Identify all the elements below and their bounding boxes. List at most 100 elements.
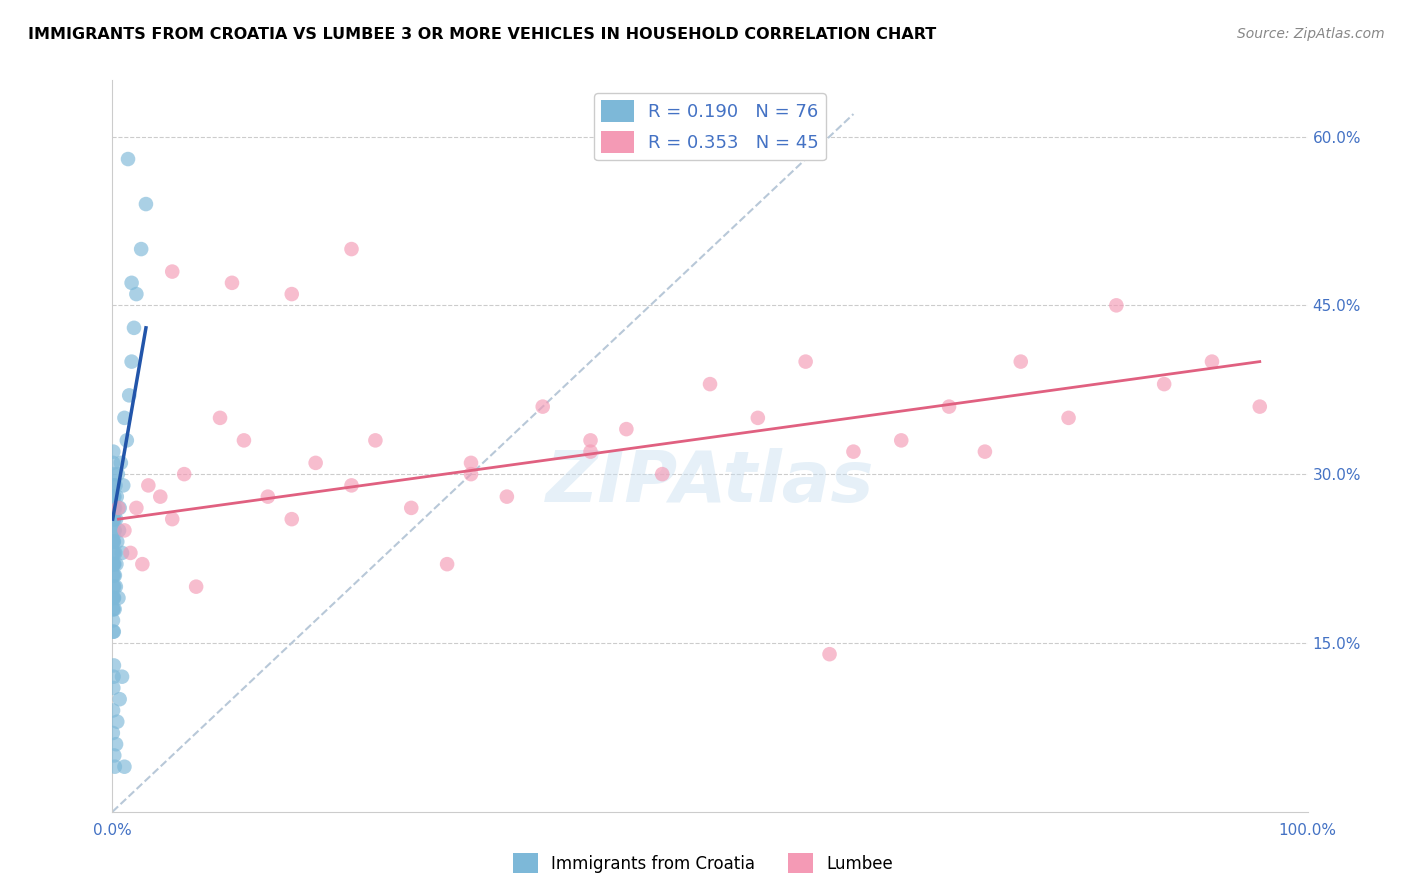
Point [103,546,125,560]
Point [1249,400,1271,414]
Point [117,152,139,166]
Point [103,557,125,571]
Point [114,760,135,774]
Point [103,568,125,582]
Point [105,534,128,549]
Point [111,546,134,560]
Point [460,456,482,470]
Point [101,602,124,616]
Point [233,434,256,448]
Point [103,602,125,616]
Point [651,467,673,482]
Point [103,512,125,526]
Point [257,490,280,504]
Text: IMMIGRANTS FROM CROATIA VS LUMBEE 3 OR MORE VEHICLES IN HOUSEHOLD CORRELATION CH: IMMIGRANTS FROM CROATIA VS LUMBEE 3 OR M… [28,27,936,42]
Point [938,400,960,414]
Point [107,500,129,515]
Point [129,242,152,256]
Point [747,410,769,425]
Point [101,500,124,515]
Point [281,287,304,301]
Point [436,557,458,571]
Point [221,276,243,290]
Point [104,602,127,616]
Point [579,434,602,448]
Point [122,321,145,335]
Point [340,242,363,256]
Point [496,490,519,504]
Point [305,456,328,470]
Point [101,456,124,470]
Point [1153,377,1175,392]
Point [103,557,125,571]
Point [118,388,141,402]
Point [115,434,138,448]
Point [105,557,128,571]
Point [890,434,912,448]
Point [107,591,129,605]
Point [103,512,125,526]
Point [101,512,124,526]
Point [401,500,423,515]
Point [125,287,148,301]
Point [103,546,125,560]
Point [121,354,143,368]
Point [110,456,132,470]
Point [364,434,387,448]
Point [103,748,125,763]
Point [531,400,554,414]
Point [794,354,817,368]
Legend: Immigrants from Croatia, Lumbee: Immigrants from Croatia, Lumbee [506,847,900,880]
Point [1201,354,1223,368]
Point [103,490,125,504]
Point [131,557,153,571]
Point [842,444,865,458]
Point [103,580,125,594]
Point [103,580,125,594]
Point [162,264,183,278]
Point [103,624,125,639]
Point [108,500,131,515]
Point [579,444,602,458]
Point [101,703,124,717]
Point [105,737,128,751]
Point [101,478,124,492]
Point [101,614,124,628]
Point [209,410,232,425]
Point [103,591,125,605]
Point [101,534,124,549]
Text: ZIPAtlas: ZIPAtlas [546,448,875,517]
Point [104,524,127,538]
Point [103,444,125,458]
Point [974,444,997,458]
Point [105,490,128,504]
Point [105,714,128,729]
Point [104,478,127,492]
Point [103,658,125,673]
Point [699,377,721,392]
Point [103,624,125,639]
Point [138,478,160,492]
Point [101,726,124,740]
Point [460,467,482,482]
Point [1105,298,1128,312]
Point [108,692,131,706]
Point [281,512,304,526]
Point [103,524,125,538]
Point [104,546,127,560]
Point [162,512,183,526]
Point [104,580,127,594]
Point [103,681,125,695]
Point [135,197,157,211]
Point [101,557,124,571]
Text: Source: ZipAtlas.com: Source: ZipAtlas.com [1237,27,1385,41]
Point [120,546,142,560]
Point [104,500,127,515]
Point [105,512,128,526]
Point [114,524,135,538]
Point [121,276,143,290]
Point [101,568,124,582]
Point [103,500,125,515]
Point [111,670,134,684]
Point [173,467,195,482]
